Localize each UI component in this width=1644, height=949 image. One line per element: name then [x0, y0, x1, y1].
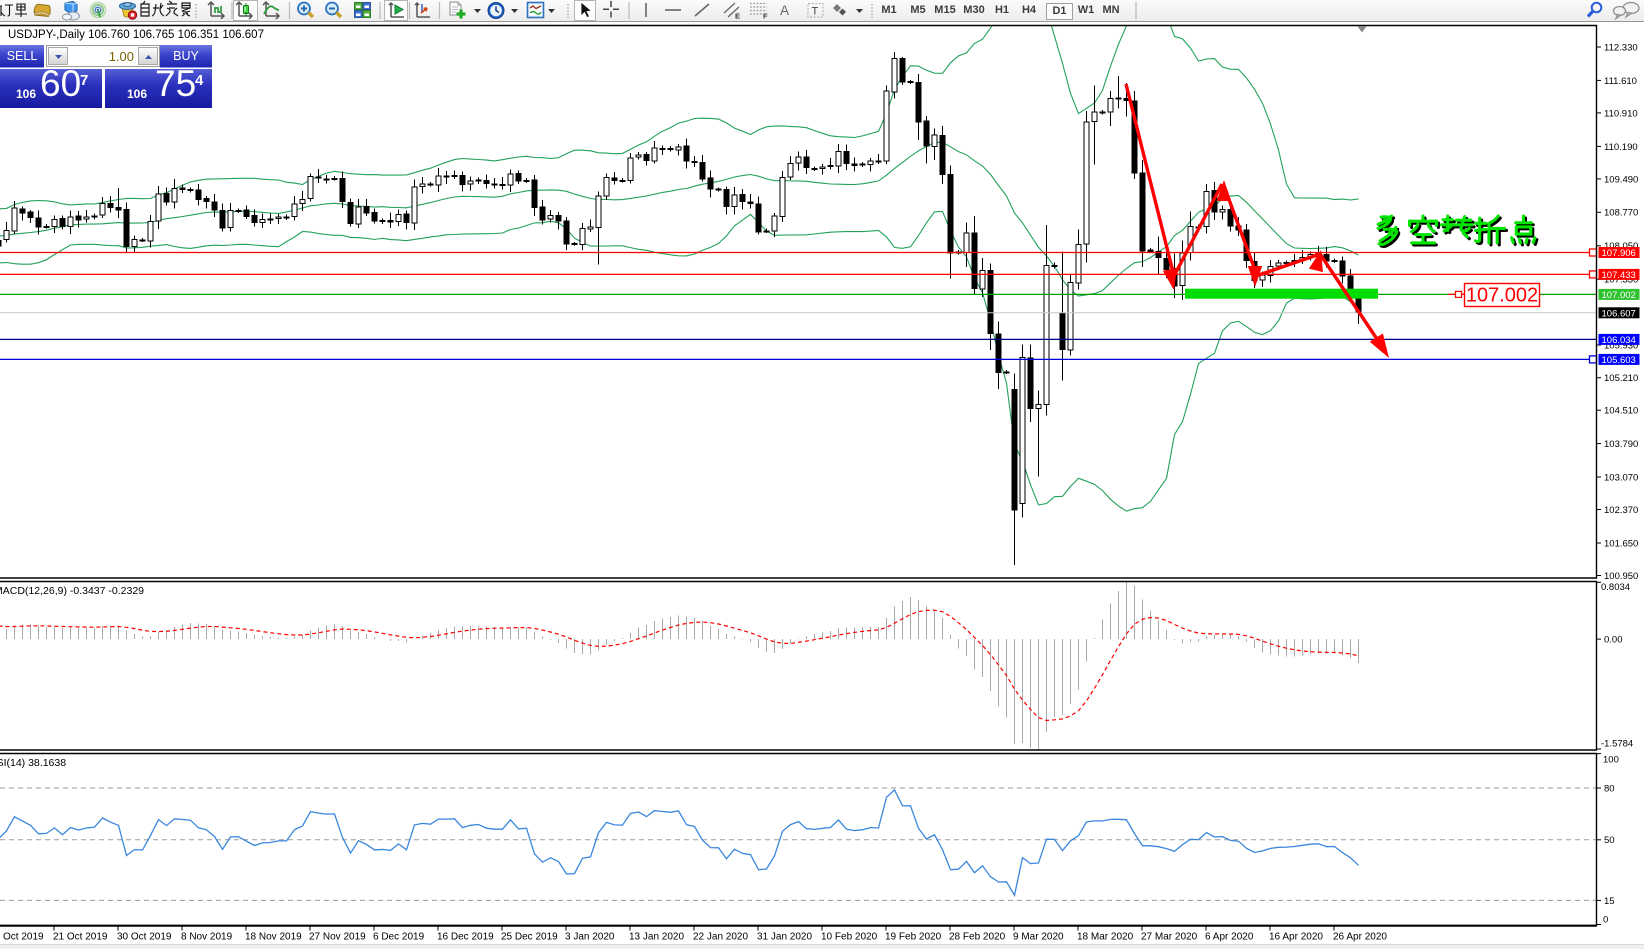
svg-text:27 Nov 2019: 27 Nov 2019: [309, 932, 366, 943]
svg-text:16 Apr 2020: 16 Apr 2020: [1269, 932, 1323, 943]
svg-text:100: 100: [1603, 755, 1619, 766]
svg-text:0.00: 0.00: [1604, 635, 1623, 646]
svg-text:6 Apr 2020: 6 Apr 2020: [1205, 932, 1254, 943]
svg-text:19 Feb 2020: 19 Feb 2020: [885, 932, 942, 943]
svg-text:18 Nov 2019: 18 Nov 2019: [245, 932, 302, 943]
svg-text:50: 50: [1604, 835, 1615, 846]
svg-text:30 Oct 2019: 30 Oct 2019: [117, 932, 172, 943]
svg-text:10 Feb 2020: 10 Feb 2020: [821, 932, 878, 943]
svg-text:6 Dec 2019: 6 Dec 2019: [373, 932, 425, 943]
svg-text:100.950: 100.950: [1604, 571, 1638, 582]
svg-text:110.190: 110.190: [1604, 142, 1638, 153]
svg-text:105.930: 105.930: [1604, 340, 1638, 351]
svg-text:112.330: 112.330: [1604, 42, 1638, 53]
svg-text:13 Jan 2020: 13 Jan 2020: [629, 932, 684, 943]
svg-text:18 Mar 2020: 18 Mar 2020: [1077, 932, 1134, 943]
svg-text:15: 15: [1604, 896, 1615, 907]
svg-text:105.603: 105.603: [1602, 355, 1636, 366]
svg-text:107.002: 107.002: [1602, 290, 1636, 301]
svg-text:-1.5784: -1.5784: [1601, 739, 1633, 750]
svg-text:MACD(12,26,9) -0.3437 -0.2329: MACD(12,26,9) -0.3437 -0.2329: [0, 585, 144, 597]
svg-text:106.607: 106.607: [1602, 308, 1636, 319]
svg-text:28 Feb 2020: 28 Feb 2020: [949, 932, 1006, 943]
svg-text:107.002: 107.002: [1466, 285, 1538, 307]
svg-text:107.433: 107.433: [1602, 270, 1636, 281]
svg-text:103.070: 103.070: [1604, 472, 1638, 483]
svg-text:109.490: 109.490: [1604, 174, 1638, 185]
svg-text:E: E: [735, 12, 740, 21]
svg-text:101.650: 101.650: [1604, 538, 1638, 549]
svg-text:108.050: 108.050: [1604, 241, 1638, 252]
svg-text:T: T: [812, 6, 819, 18]
svg-text:25 Dec 2019: 25 Dec 2019: [501, 932, 558, 943]
svg-text:0: 0: [1603, 915, 1608, 926]
svg-text:9 Mar 2020: 9 Mar 2020: [1013, 932, 1064, 943]
svg-text:16 Dec 2019: 16 Dec 2019: [437, 932, 494, 943]
svg-text:22 Jan 2020: 22 Jan 2020: [693, 932, 748, 943]
svg-text:108.770: 108.770: [1604, 208, 1638, 219]
svg-text:27 Mar 2020: 27 Mar 2020: [1141, 932, 1198, 943]
svg-text:26 Apr 2020: 26 Apr 2020: [1333, 932, 1387, 943]
svg-text:106.034: 106.034: [1602, 335, 1636, 346]
svg-text:107.330: 107.330: [1604, 275, 1638, 286]
svg-text:21 Oct 2019: 21 Oct 2019: [53, 932, 108, 943]
svg-text:111.610: 111.610: [1604, 76, 1637, 87]
svg-text:F: F: [763, 12, 768, 21]
svg-text:103.790: 103.790: [1604, 439, 1638, 450]
svg-text:102.370: 102.370: [1604, 505, 1638, 516]
svg-text:3 Jan 2020: 3 Jan 2020: [565, 932, 615, 943]
svg-text:80: 80: [1604, 783, 1615, 794]
svg-text:8 Nov 2019: 8 Nov 2019: [181, 932, 233, 943]
svg-text:110.910: 110.910: [1604, 108, 1638, 119]
svg-text:31 Jan 2020: 31 Jan 2020: [757, 932, 812, 943]
svg-text:A: A: [780, 3, 789, 18]
svg-text:107.906: 107.906: [1602, 248, 1636, 259]
svg-text:104.510: 104.510: [1604, 406, 1638, 417]
svg-text:105.210: 105.210: [1604, 373, 1638, 384]
svg-text:USDJPY-,Daily 106.760 106.765: USDJPY-,Daily 106.760 106.765 106.351 10…: [8, 29, 264, 41]
svg-text:0.8034: 0.8034: [1601, 582, 1630, 593]
svg-text:Oct 2019: Oct 2019: [3, 932, 44, 943]
svg-text:RSI(14) 38.1638: RSI(14) 38.1638: [0, 757, 66, 769]
